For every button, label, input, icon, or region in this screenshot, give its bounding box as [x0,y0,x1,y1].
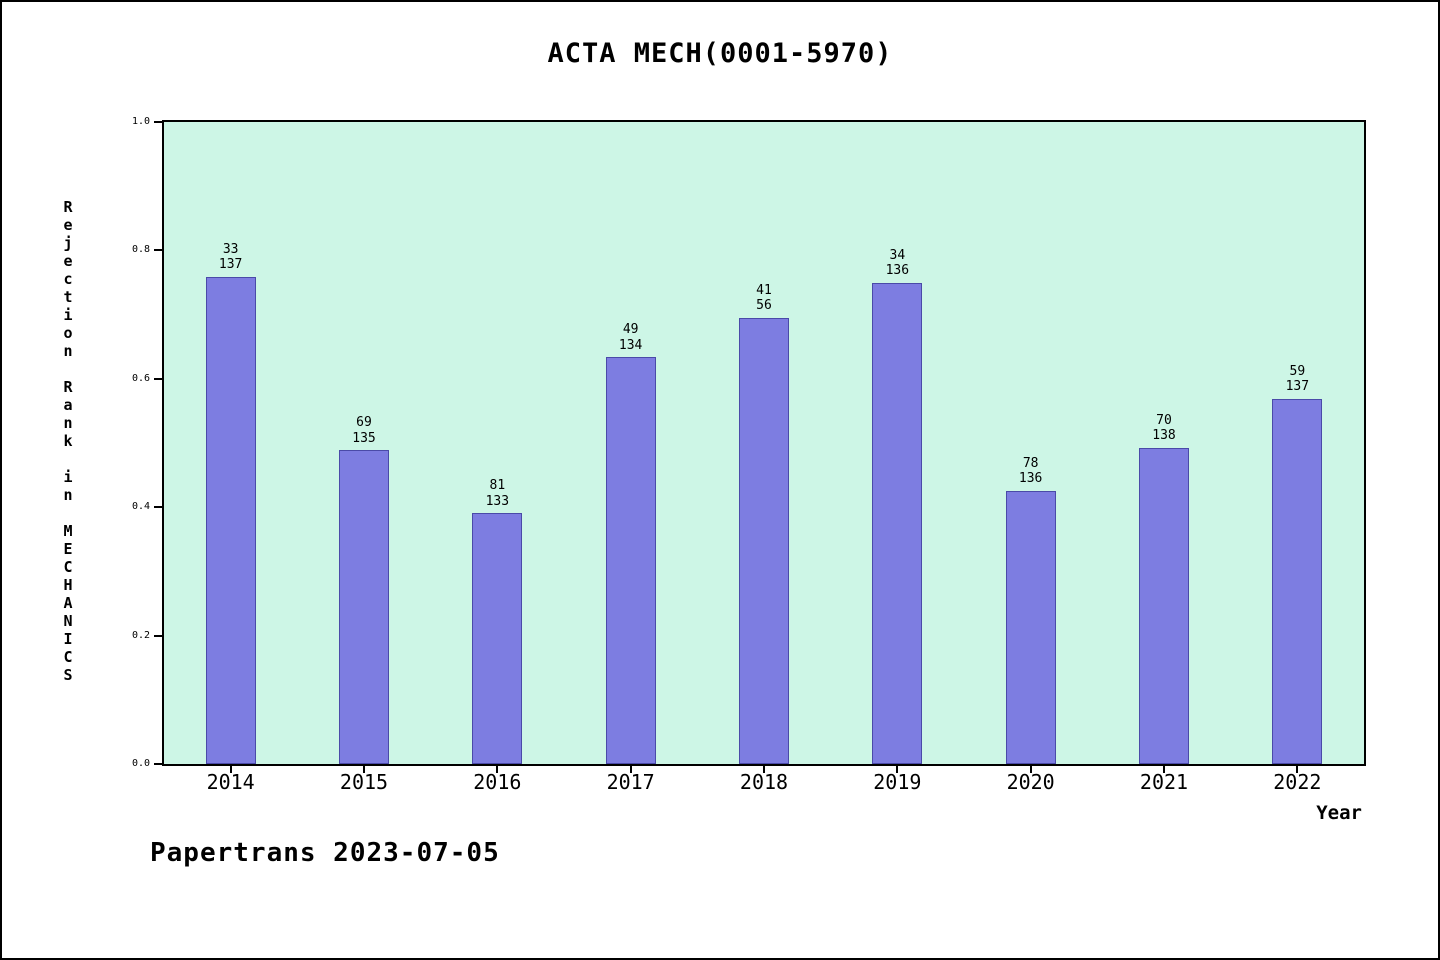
y-tick-label: 0.2 [131,629,150,641]
bar-2020 [1005,490,1056,764]
bar-rank-value: 34 [889,247,906,263]
x-axis-label: Year [1316,802,1362,824]
x-tick-mark [629,766,632,773]
bar-rank-value: 69 [356,415,372,431]
y-tick-mark [154,634,162,637]
bar-total-value: 136 [885,263,910,279]
y-tick-mark [154,249,162,252]
y-tick-label: 0.6 [131,372,150,384]
x-tick-mark [229,766,232,773]
bar-rank-value: 78 [1022,455,1039,471]
bar-value-label-2021: 70 138 [1124,413,1204,444]
bar-total-value: 135 [352,430,376,446]
x-tick-mark [363,766,365,773]
bar-value-label-2015: 69 135 [324,415,404,446]
x-tick-label-2018: 2018 [739,770,789,794]
bar-2014 [205,276,256,764]
y-tick-label: 0.8 [131,244,150,256]
y-tick-mark [154,763,162,765]
bar-rank-value: 59 [1289,364,1306,380]
x-tick-label-2015: 2015 [339,770,389,794]
bar-total-value: 134 [618,337,643,353]
plot-area: 0.0 0.2 0.4 0.6 0.8 1.0 33 137 2014 69 135 2015 81 13… [132,117,1366,792]
bar-rank-value: 49 [622,322,639,338]
bar-total-value: 138 [1152,428,1176,444]
footer-watermark: Papertrans 2023-07-05 [150,838,500,868]
bar-2019 [872,282,923,764]
bar-value-label-2018: 41 56 [724,283,804,314]
bar-2016 [472,512,523,764]
y-tick-mark [154,377,162,380]
bar-total-value: 137 [218,257,243,273]
x-tick-mark [896,766,899,773]
x-tick-label-2017: 2017 [606,770,655,794]
x-tick-mark [763,766,765,773]
x-tick-label-2022: 2022 [1273,770,1322,794]
bar-total-value: 56 [756,298,772,314]
bar-rank-value: 70 [1156,412,1172,428]
x-tick-label-2020: 2020 [1006,770,1055,794]
bar-2015 [339,450,389,764]
y-axis-label: Rejection Rank in MECHANICS [59,198,77,684]
y-tick-label: 1.0 [131,116,150,127]
bar-rank-value: 33 [222,242,239,258]
y-tick-label: 0.4 [131,501,150,513]
bar-total-value: 133 [485,493,510,509]
bar-rank-value: 81 [489,478,506,494]
bar-2018 [739,317,789,764]
x-tick-mark [496,766,499,773]
bar-2021 [1139,447,1189,764]
bar-value-label-2014: 33 137 [191,242,271,273]
bar-value-label-2022: 59 137 [1257,364,1337,395]
y-tick-mark [154,121,162,123]
bar-value-label-2019: 34 136 [857,248,937,279]
x-tick-label-2021: 2021 [1139,770,1189,794]
chart-title: ACTA MECH(0001-5970) [547,38,893,69]
x-tick-mark [1029,766,1032,773]
x-tick-label-2019: 2019 [873,770,922,794]
bar-total-value: 137 [1285,379,1310,395]
bar-value-label-2020: 78 136 [991,456,1071,487]
bar-rank-value: 41 [756,283,772,299]
bar-total-value: 136 [1018,471,1043,487]
x-tick-label-2016: 2016 [473,770,522,794]
y-tick-mark [154,506,162,509]
bar-value-label-2017: 49 134 [591,322,671,353]
x-tick-mark [1163,766,1165,773]
y-tick-label: 0.0 [131,758,150,769]
x-tick-label-2014: 2014 [206,770,255,794]
x-tick-mark [1296,766,1299,773]
bar-2022 [1272,398,1323,764]
bar-2017 [605,356,656,764]
bar-value-label-2016: 81 133 [457,478,537,509]
